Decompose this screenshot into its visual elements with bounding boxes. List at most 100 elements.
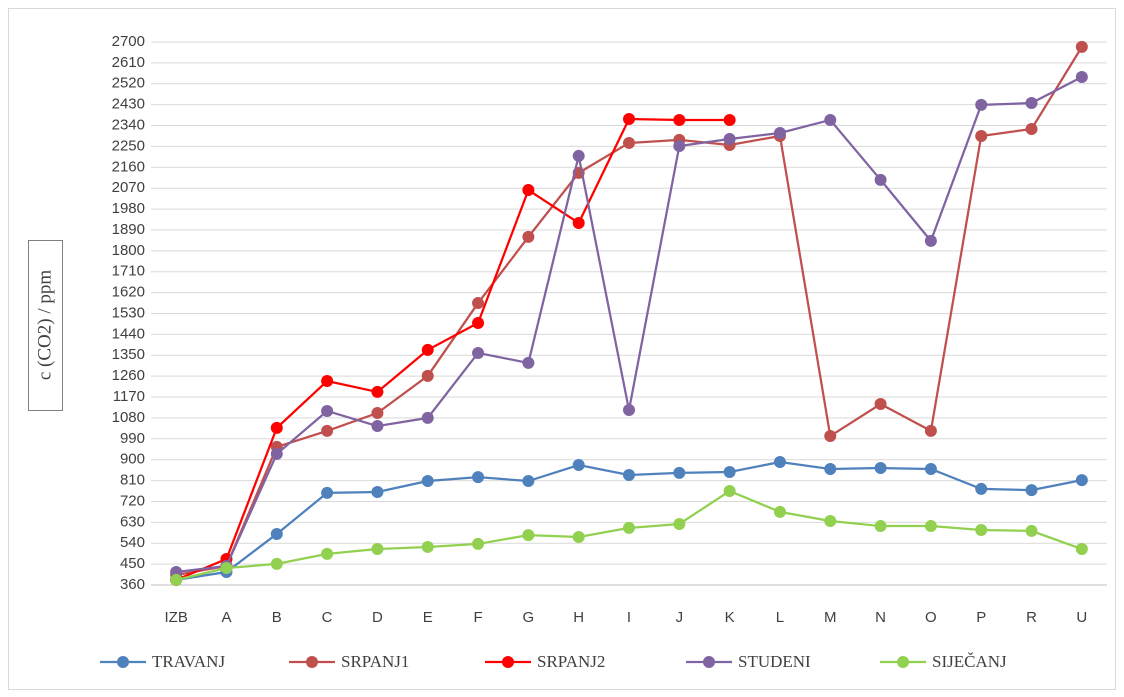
y-axis-title: c (CO2) / ppm — [28, 240, 63, 411]
y-tick-label: 2610 — [112, 54, 145, 71]
y-tick-label: 1530 — [112, 304, 145, 321]
data-point — [421, 540, 434, 553]
data-point — [572, 459, 585, 472]
data-point — [522, 356, 535, 369]
data-point — [924, 462, 937, 475]
data-point — [673, 113, 686, 126]
legend-marker — [897, 656, 909, 668]
legend-label: SRPANJ2 — [537, 652, 605, 671]
legend: TRAVANJ SRPANJ1 SRPANJ2 STUDENI SIJEČANJ — [100, 652, 1007, 671]
data-point — [1025, 97, 1038, 110]
x-tick-label: N — [875, 609, 886, 626]
data-point — [522, 475, 535, 488]
y-tick-label: 1980 — [112, 200, 145, 217]
data-point — [673, 139, 686, 152]
data-point — [723, 132, 736, 145]
data-point — [421, 475, 434, 488]
data-point — [874, 173, 887, 186]
data-point — [321, 547, 334, 560]
x-tick-label: D — [372, 609, 383, 626]
data-point — [623, 136, 635, 149]
data-point — [975, 98, 988, 111]
x-tick-label: E — [423, 609, 433, 626]
series-line — [175, 117, 730, 581]
data-point — [421, 369, 434, 382]
x-tick-label: I — [627, 609, 631, 626]
data-point — [874, 520, 887, 533]
data-point — [572, 217, 585, 229]
y-tick-label: 2160 — [112, 158, 145, 175]
data-point — [270, 421, 283, 434]
data-point — [924, 424, 937, 437]
data-point — [975, 524, 988, 537]
y-tick-label: 2700 — [112, 33, 145, 50]
x-tick-label: J — [676, 609, 684, 626]
data-point — [623, 469, 635, 482]
x-tick-label: U — [1076, 609, 1087, 626]
data-point — [673, 466, 686, 479]
data-point — [572, 149, 585, 162]
data-point — [824, 430, 837, 443]
data-point — [371, 485, 384, 498]
y-tick-label: 1620 — [112, 284, 145, 301]
data-point — [421, 343, 434, 356]
data-point — [773, 456, 786, 469]
legend-marker — [306, 656, 318, 668]
y-tick-label: 1260 — [112, 367, 145, 384]
chart-border — [8, 8, 1116, 690]
legend-label: SIJEČANJ — [932, 652, 1007, 671]
data-point — [270, 447, 283, 460]
y-tick-label: 2340 — [112, 117, 145, 134]
y-tick-label: 900 — [120, 451, 145, 468]
data-point — [1025, 123, 1038, 136]
data-point — [773, 505, 786, 518]
y-tick-label: 1800 — [112, 242, 145, 259]
data-point — [371, 420, 384, 433]
y-tick-label: 720 — [120, 492, 145, 509]
y-tick-label: 1350 — [112, 346, 145, 363]
data-point — [321, 375, 334, 388]
data-point — [1025, 524, 1038, 537]
data-point — [321, 424, 334, 437]
y-axis-title-text: c (CO2) / ppm — [34, 270, 55, 381]
data-point — [723, 113, 736, 126]
legend-marker — [703, 656, 715, 668]
data-point — [472, 471, 485, 484]
x-tick-label: O — [925, 609, 937, 626]
data-point — [874, 398, 887, 410]
data-point — [421, 411, 434, 424]
data-point — [472, 317, 485, 330]
data-point — [472, 346, 485, 359]
data-point — [522, 230, 535, 243]
x-tick-label: IZB — [164, 609, 187, 626]
data-point — [773, 126, 786, 139]
y-tick-label: 810 — [120, 472, 145, 489]
data-point — [321, 404, 334, 417]
x-tick-label: A — [221, 609, 231, 626]
y-tick-label: 2430 — [112, 96, 145, 113]
y-tick-label: 2520 — [112, 75, 145, 92]
data-point — [1075, 543, 1088, 556]
data-point — [623, 113, 635, 126]
data-point — [371, 407, 384, 420]
x-tick-label: R — [1026, 609, 1037, 626]
y-tick-label: 1890 — [112, 221, 145, 238]
data-point — [824, 113, 837, 126]
data-point — [1075, 71, 1088, 84]
data-point — [472, 537, 485, 550]
legend-label: STUDENI — [738, 652, 811, 671]
x-tick-label: H — [573, 609, 584, 626]
data-point — [824, 514, 837, 527]
data-point — [270, 557, 283, 570]
data-point — [975, 482, 988, 495]
data-point — [170, 573, 183, 586]
data-point — [371, 543, 384, 556]
data-point — [522, 529, 535, 542]
data-point — [321, 486, 334, 499]
y-tick-label: 2250 — [112, 137, 145, 154]
y-tick-label: 1440 — [112, 325, 145, 342]
x-tick-label: M — [824, 609, 837, 626]
legend-label: TRAVANJ — [152, 652, 225, 671]
y-tick-label: 990 — [120, 430, 145, 447]
